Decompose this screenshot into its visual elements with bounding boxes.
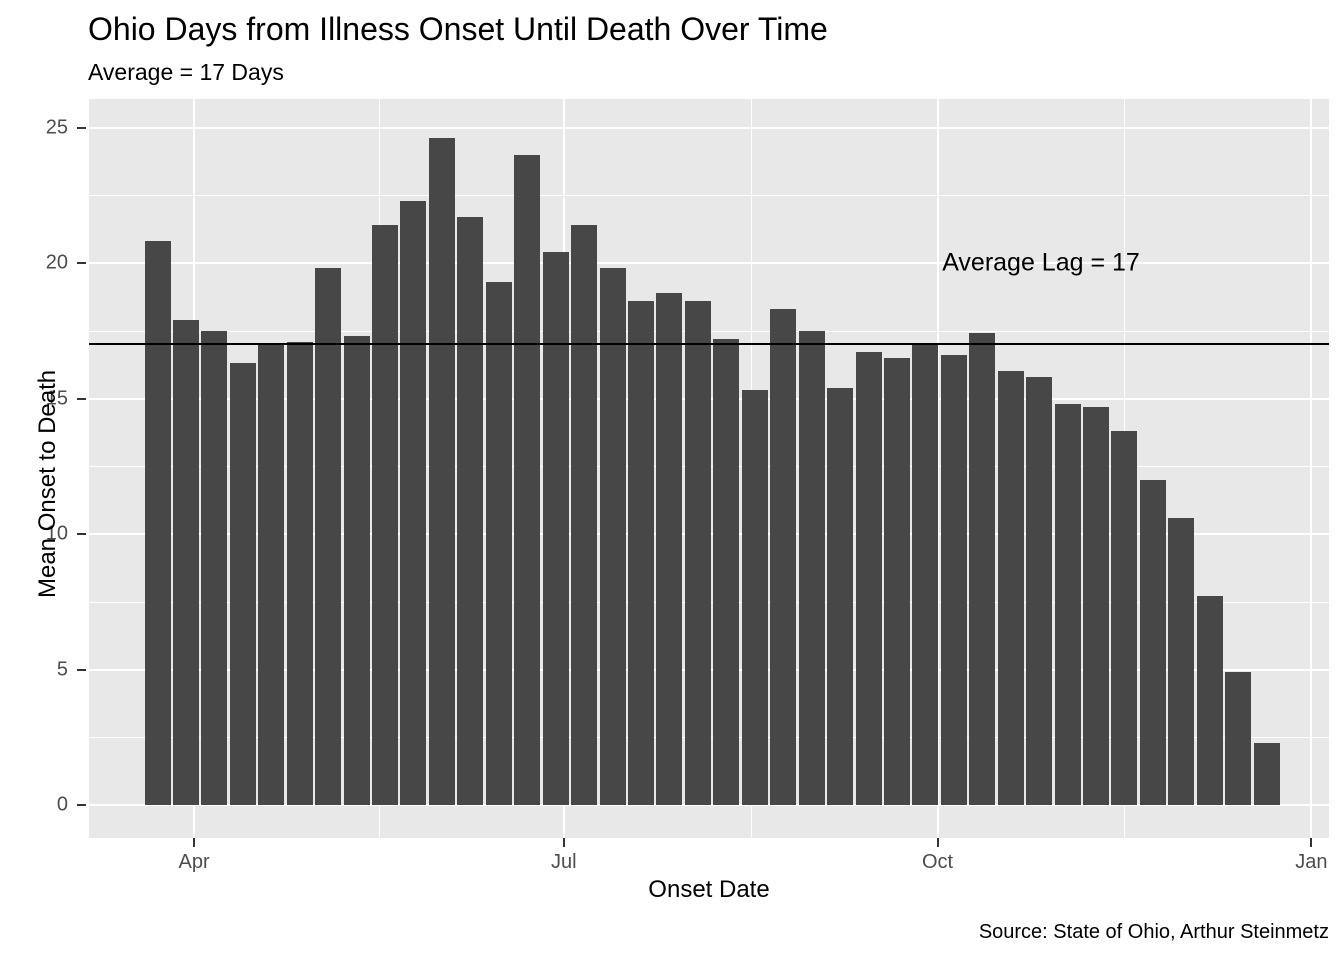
y-major-gridline xyxy=(89,804,1329,806)
y-tick-label: 20 xyxy=(45,251,68,274)
x-tick-label: Oct xyxy=(922,851,954,873)
y-tick-mark xyxy=(77,126,86,129)
bar-week-2020-07-06 xyxy=(571,225,598,805)
plot-panel: Average Lag = 17 xyxy=(89,99,1329,838)
x-tick-mark xyxy=(562,838,565,847)
chart-title: Ohio Days from Illness Onset Until Death… xyxy=(88,11,828,47)
bar-week-2020-08-17 xyxy=(741,390,768,805)
y-tick-mark xyxy=(77,804,86,806)
bar-week-2020-05-25 xyxy=(400,200,427,805)
bar-week-2020-09-14 xyxy=(855,352,882,805)
bar-week-2020-06-29 xyxy=(542,252,569,805)
bar-week-2020-12-14 xyxy=(1225,672,1252,805)
x-tick-label: Jul xyxy=(550,851,577,873)
average-lag-annotation: Average Lag = 17 xyxy=(942,248,1140,277)
bar-week-2020-05-04 xyxy=(315,268,342,805)
y-tick-label: 15 xyxy=(45,387,68,409)
bar-week-2020-09-07 xyxy=(827,387,854,805)
bar-week-2020-10-19 xyxy=(997,371,1024,805)
bar-week-2020-09-21 xyxy=(883,357,910,805)
bar-week-2020-12-21 xyxy=(1253,742,1280,805)
bar-week-2020-07-27 xyxy=(656,292,683,805)
bar-week-2020-10-12 xyxy=(969,333,996,805)
bar-week-2020-12-07 xyxy=(1196,596,1223,805)
bar-week-2020-04-13 xyxy=(229,363,256,805)
bar-week-2020-08-31 xyxy=(798,330,825,805)
bar-week-2020-11-30 xyxy=(1168,517,1195,805)
y-tick-mark xyxy=(77,668,86,671)
y-minor-gridline xyxy=(89,195,1329,197)
x-tick-label: Apr xyxy=(178,851,210,873)
x-tick-mark xyxy=(193,838,196,847)
bar-week-2020-10-26 xyxy=(1026,376,1053,805)
bar-week-2020-04-27 xyxy=(286,341,313,805)
y-axis-title: Mean Onset to Death xyxy=(34,369,61,598)
bar-week-2020-06-08 xyxy=(457,216,484,805)
bar-week-2020-05-11 xyxy=(343,336,370,805)
chart-subtitle: Average = 17 Days xyxy=(88,59,284,85)
bar-week-2020-06-01 xyxy=(428,138,455,805)
bar-week-2020-04-20 xyxy=(258,344,285,805)
bar-week-2020-08-24 xyxy=(770,309,797,805)
bar-week-2020-09-28 xyxy=(912,344,939,805)
x-tick-mark xyxy=(936,838,939,847)
source-caption: Source: State of Ohio, Arthur Steinmetz xyxy=(978,921,1329,943)
bar-week-2020-08-03 xyxy=(684,300,711,805)
average-reference-line xyxy=(89,343,1329,346)
bar-week-2020-06-22 xyxy=(514,154,541,805)
y-tick-mark xyxy=(77,397,86,400)
y-tick-mark xyxy=(77,262,86,264)
y-tick-label: 5 xyxy=(56,658,68,680)
bar-week-2020-11-16 xyxy=(1111,431,1138,805)
x-axis-title: Onset Date xyxy=(648,876,770,903)
bar-week-2020-03-23 xyxy=(144,241,171,805)
bar-week-2020-07-13 xyxy=(599,268,626,805)
y-tick-label: 10 xyxy=(45,522,68,545)
x-tick-mark xyxy=(1310,838,1313,847)
y-tick-mark xyxy=(77,533,86,535)
bar-week-2020-07-20 xyxy=(627,300,654,805)
bar-week-2020-10-05 xyxy=(940,355,967,805)
x-tick-label: Jan xyxy=(1295,851,1328,873)
y-tick-label: 25 xyxy=(45,116,68,138)
y-major-gridline xyxy=(89,126,1329,129)
bar-week-2020-11-23 xyxy=(1139,479,1166,805)
y-tick-label: 0 xyxy=(56,793,68,816)
bar-week-2020-08-10 xyxy=(713,338,740,805)
y-major-gridline xyxy=(89,262,1329,264)
bar-week-2020-11-02 xyxy=(1054,403,1081,805)
x-major-gridline xyxy=(1310,99,1313,838)
bar-week-2020-05-18 xyxy=(372,225,399,805)
bar-week-2020-11-09 xyxy=(1083,406,1110,805)
bar-week-2020-06-15 xyxy=(485,281,512,805)
bar-week-2020-03-30 xyxy=(172,319,199,805)
bar-week-2020-04-06 xyxy=(201,330,228,805)
